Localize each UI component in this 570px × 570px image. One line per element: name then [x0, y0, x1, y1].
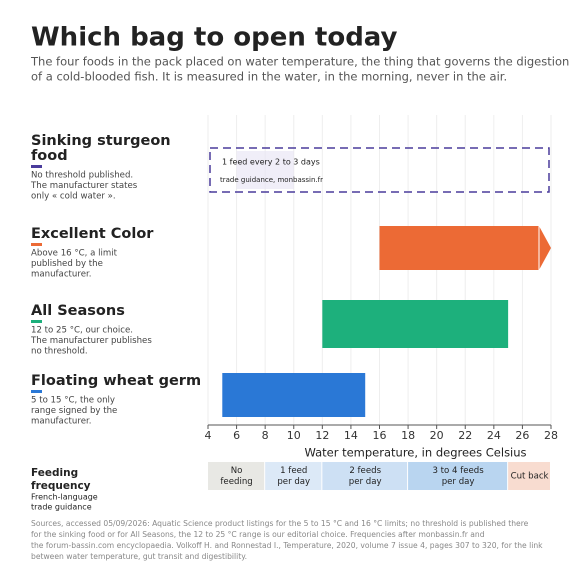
- range-bar: [379, 226, 551, 270]
- subtitle: The four foods in the pack placed on wat…: [30, 55, 569, 69]
- x-tick-label: 22: [458, 429, 472, 442]
- row-note: published by the: [31, 259, 103, 269]
- row-note: 5 to 15 °C, the only: [31, 396, 115, 406]
- x-axis-title: Water temperature, in degrees Celsius: [304, 446, 526, 460]
- row-swatch: [31, 390, 42, 393]
- x-tick-label: 28: [544, 429, 558, 442]
- footnote: for the sinking food or for All Seasons,…: [31, 530, 485, 539]
- x-tick-label: 20: [430, 429, 444, 442]
- row-title: Sinking sturgeon: [31, 133, 171, 149]
- row-swatch: [31, 243, 42, 246]
- x-tick-label: 24: [487, 429, 501, 442]
- band-label: per day: [277, 477, 310, 487]
- row-title: Floating wheat germ: [31, 373, 201, 389]
- band-subtitle: trade guidance: [31, 503, 92, 512]
- band: [322, 462, 408, 490]
- band-label: 3 to 4 feeds: [432, 466, 484, 476]
- row-title: food: [31, 148, 68, 164]
- x-tick-label: 12: [315, 429, 329, 442]
- highlight: [236, 151, 294, 189]
- no-threshold-box: [209, 147, 550, 193]
- band: [208, 462, 265, 490]
- band-label: per day: [442, 477, 475, 487]
- no-threshold-label: 1 feed every 2 to 3 days: [222, 158, 320, 167]
- footnote: between water temperature, gut transit a…: [31, 552, 247, 561]
- row-note: manufacturer.: [31, 270, 91, 280]
- x-tick-label: 10: [287, 429, 301, 442]
- band-title: Feeding: [31, 467, 78, 479]
- subtitle: of a cold-blooded fish. It is measured i…: [31, 70, 507, 84]
- band-label: No: [231, 466, 243, 476]
- band-label: feeding: [220, 477, 252, 487]
- row-swatch: [31, 320, 42, 323]
- x-tick-label: 26: [515, 429, 529, 442]
- range-bar: [222, 373, 366, 417]
- row-note: No threshold published.: [31, 171, 133, 181]
- band: [508, 462, 550, 490]
- band-label: 1 feed: [280, 466, 307, 476]
- x-tick-label: 18: [401, 429, 415, 442]
- row-title: All Seasons: [31, 303, 125, 319]
- row-note: The manufacturer states: [30, 181, 138, 191]
- row-note: no threshold.: [31, 347, 88, 357]
- row-note: only « cold water ».: [31, 192, 116, 202]
- band-label: per day: [349, 477, 382, 487]
- x-tick-label: 16: [373, 429, 387, 442]
- title: Which bag to open today: [31, 23, 398, 53]
- row-note: The manufacturer publishes: [30, 336, 152, 346]
- x-tick-label: 6: [233, 429, 240, 442]
- x-tick-label: 14: [344, 429, 358, 442]
- row-note: manufacturer.: [31, 417, 91, 427]
- row-title: Excellent Color: [31, 226, 154, 242]
- row-note: 12 to 25 °C, our choice.: [31, 326, 133, 336]
- row-swatch: [31, 165, 42, 168]
- band-title: frequency: [31, 480, 91, 492]
- row-note: Above 16 °C, a limit: [31, 249, 118, 259]
- x-tick-label: 8: [262, 429, 269, 442]
- band-subtitle: French-language: [31, 493, 98, 502]
- footnote: the forum-bassin.com encyclopaedia. Volk…: [31, 541, 543, 550]
- x-tick-label: 4: [205, 429, 212, 442]
- band: [265, 462, 322, 490]
- row-note: range signed by the: [31, 406, 117, 416]
- no-threshold-source: trade guidance, monbassin.fr: [220, 176, 323, 184]
- band: [408, 462, 508, 490]
- range-bar: [322, 300, 509, 348]
- band-label: Cut back: [511, 472, 549, 482]
- footnote: Sources, accessed 05/09/2026: Aquatic Sc…: [31, 519, 529, 528]
- band-label: 2 feeds: [349, 466, 381, 476]
